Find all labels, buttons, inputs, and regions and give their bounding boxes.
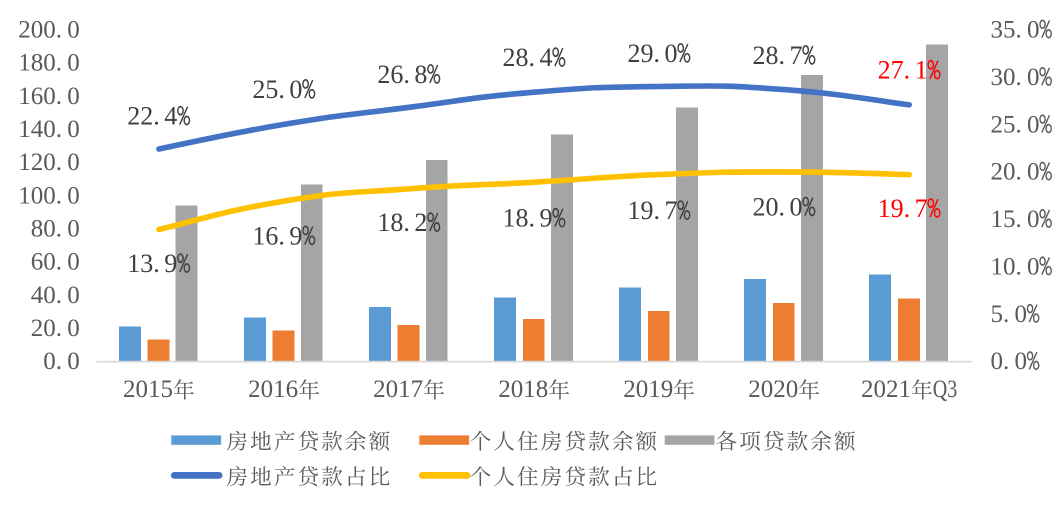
svg-text:20.: 20. xyxy=(31,315,62,342)
svg-text:0: 0 xyxy=(1027,111,1040,138)
svg-text:1: 1 xyxy=(915,56,928,85)
svg-text:0: 0 xyxy=(67,249,80,276)
svg-text:200.: 200. xyxy=(18,17,62,44)
svg-text:2016: 2016 xyxy=(248,376,298,403)
svg-text:120.: 120. xyxy=(18,149,62,176)
svg-text:35.: 35. xyxy=(991,17,1022,44)
svg-text:5.: 5. xyxy=(991,301,1010,328)
svg-text:25.: 25. xyxy=(991,111,1022,138)
svg-text:140.: 140. xyxy=(18,116,62,143)
svg-text:2020: 2020 xyxy=(748,376,798,403)
svg-text:9: 9 xyxy=(164,249,177,278)
svg-text:0: 0 xyxy=(665,39,678,68)
svg-text:4: 4 xyxy=(164,102,177,131)
svg-text:40.: 40. xyxy=(31,282,62,309)
svg-text:0.: 0. xyxy=(43,348,62,375)
svg-text:0: 0 xyxy=(67,149,80,176)
svg-text:16.: 16. xyxy=(252,221,285,250)
svg-text:0: 0 xyxy=(67,116,80,143)
svg-text:0: 0 xyxy=(1027,254,1040,281)
svg-text:29.: 29. xyxy=(628,39,661,68)
svg-text:28.: 28. xyxy=(503,43,536,72)
svg-text:0: 0 xyxy=(790,192,803,221)
svg-text:2015: 2015 xyxy=(123,376,173,403)
svg-text:19.: 19. xyxy=(628,196,661,225)
svg-text:0: 0 xyxy=(1027,159,1040,186)
svg-text:Q3: Q3 xyxy=(933,376,958,403)
svg-text:0: 0 xyxy=(67,50,80,77)
svg-text:25.: 25. xyxy=(252,75,285,104)
svg-text:0: 0 xyxy=(67,83,80,110)
svg-text:30.: 30. xyxy=(991,64,1022,91)
svg-text:13.: 13. xyxy=(127,249,160,278)
svg-text:18.: 18. xyxy=(377,208,410,237)
svg-text:100.: 100. xyxy=(18,182,62,209)
svg-text:2019: 2019 xyxy=(623,376,673,403)
svg-text:2018: 2018 xyxy=(498,376,548,403)
svg-text:9: 9 xyxy=(289,221,302,250)
svg-text:2017: 2017 xyxy=(373,376,423,403)
svg-text:160.: 160. xyxy=(18,83,62,110)
svg-text:7: 7 xyxy=(915,194,928,223)
svg-text:18.: 18. xyxy=(503,204,536,233)
svg-text:0: 0 xyxy=(1015,301,1028,328)
svg-text:20.: 20. xyxy=(753,192,786,221)
svg-text:8: 8 xyxy=(414,60,427,89)
svg-text:0: 0 xyxy=(1027,64,1040,91)
svg-text:20.: 20. xyxy=(991,159,1022,186)
svg-text:80.: 80. xyxy=(31,216,62,243)
svg-text:28.: 28. xyxy=(753,41,786,70)
svg-text:4: 4 xyxy=(540,43,553,72)
svg-text:2021: 2021 xyxy=(861,376,911,403)
svg-text:27.: 27. xyxy=(878,56,911,85)
svg-text:10.: 10. xyxy=(991,254,1022,281)
svg-text:7: 7 xyxy=(665,196,678,225)
svg-text:0: 0 xyxy=(67,17,80,44)
svg-text:0: 0 xyxy=(67,315,80,342)
svg-text:0: 0 xyxy=(1015,348,1028,375)
svg-text:0: 0 xyxy=(67,182,80,209)
svg-text:0: 0 xyxy=(1027,17,1040,44)
svg-text:180.: 180. xyxy=(18,50,62,77)
svg-text:7: 7 xyxy=(790,41,803,70)
svg-text:15.: 15. xyxy=(991,206,1022,233)
svg-text:0.: 0. xyxy=(991,348,1010,375)
svg-text:0: 0 xyxy=(289,75,302,104)
svg-text:0: 0 xyxy=(1027,206,1040,233)
svg-text:60.: 60. xyxy=(31,249,62,276)
svg-text:0: 0 xyxy=(67,216,80,243)
svg-text:2: 2 xyxy=(414,208,427,237)
svg-text:0: 0 xyxy=(67,348,80,375)
svg-text:22.: 22. xyxy=(127,102,160,131)
svg-text:9: 9 xyxy=(540,204,553,233)
svg-text:19.: 19. xyxy=(878,194,911,223)
svg-text:0: 0 xyxy=(67,282,80,309)
svg-text:26.: 26. xyxy=(377,60,410,89)
